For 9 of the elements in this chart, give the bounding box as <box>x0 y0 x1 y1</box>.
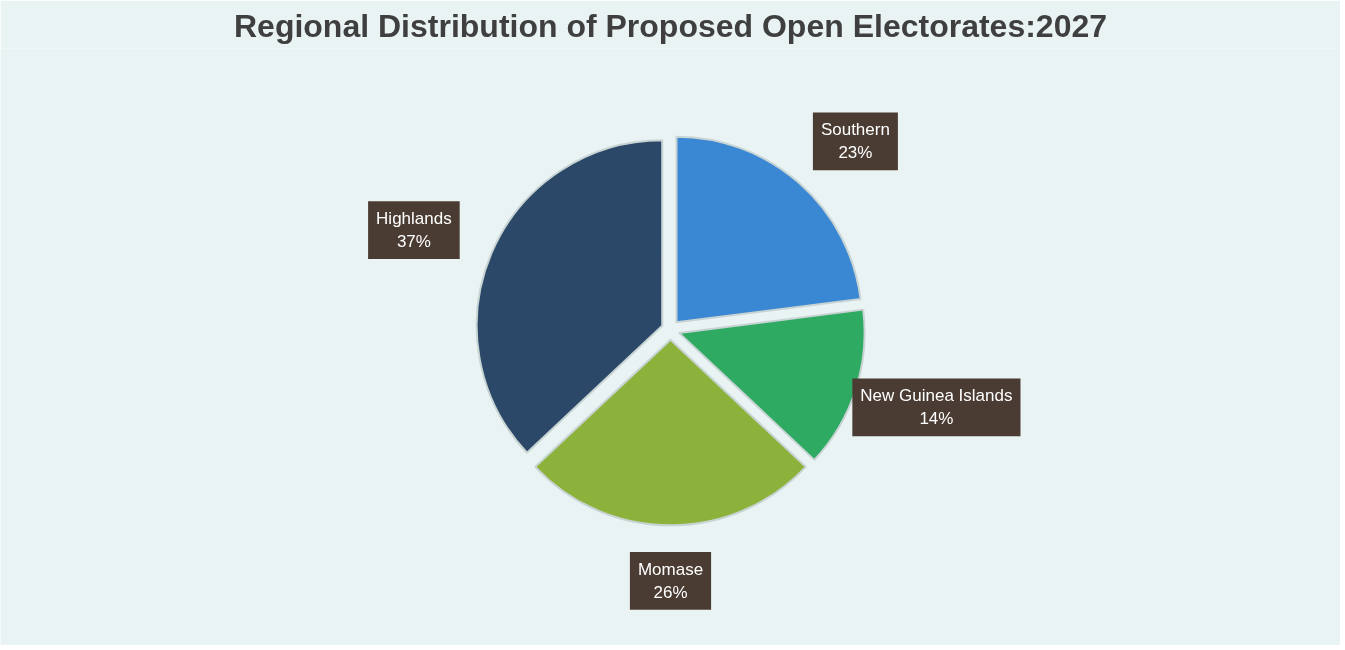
slice-label: Highlands <box>376 209 452 229</box>
slice-label: Southern <box>820 120 890 140</box>
data-label: 14% <box>919 409 954 429</box>
data-label: 26% <box>653 582 688 602</box>
slice-label: Momase <box>637 560 704 580</box>
chart-title: Regional Distribution of Proposed Open Electorates:2027 <box>233 7 1108 44</box>
data-label: 23% <box>838 143 873 163</box>
slice-label: New Guinea Islands <box>860 386 1013 406</box>
data-label: 37% <box>396 231 431 251</box>
